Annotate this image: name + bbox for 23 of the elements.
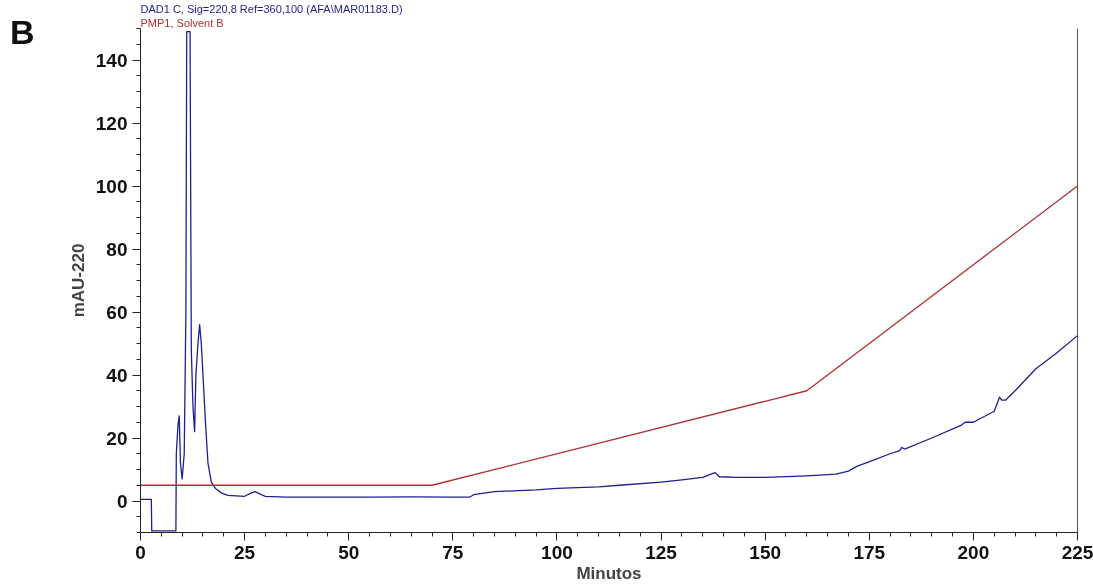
x-tick-label: 0 xyxy=(135,541,146,563)
x-tick-label: 225 xyxy=(1061,541,1093,563)
x-tick-label: 200 xyxy=(957,541,990,563)
x-tick-label: 75 xyxy=(442,541,464,563)
text: PMP1, Solvent B xyxy=(140,16,224,29)
x-tick-label: 125 xyxy=(645,541,678,563)
x-tick-label: 150 xyxy=(749,541,782,563)
y-tick-label: 20 xyxy=(106,427,128,449)
text: DAD1 C, Sig=220,8 Ref=360,100 (AFA\MAR01183.D) xyxy=(140,2,403,15)
y-axis-title: mAU-220 xyxy=(68,243,88,318)
y-tick-label: 60 xyxy=(106,301,128,323)
x-tick-label: 25 xyxy=(234,541,256,563)
x-axis-title: Minutos xyxy=(576,563,642,583)
x-tick-label: 100 xyxy=(541,541,573,563)
y-tick-label: 80 xyxy=(106,238,128,260)
y-tick-label: 100 xyxy=(95,175,128,197)
y-tick-label: 140 xyxy=(95,49,128,71)
x-tick-label: 50 xyxy=(338,541,360,563)
x-tick-label: 175 xyxy=(853,541,886,563)
y-tick-label: 0 xyxy=(116,490,128,512)
y-tick-label: 120 xyxy=(95,112,128,134)
y-tick-label: 40 xyxy=(106,364,128,386)
text: B xyxy=(10,12,35,53)
